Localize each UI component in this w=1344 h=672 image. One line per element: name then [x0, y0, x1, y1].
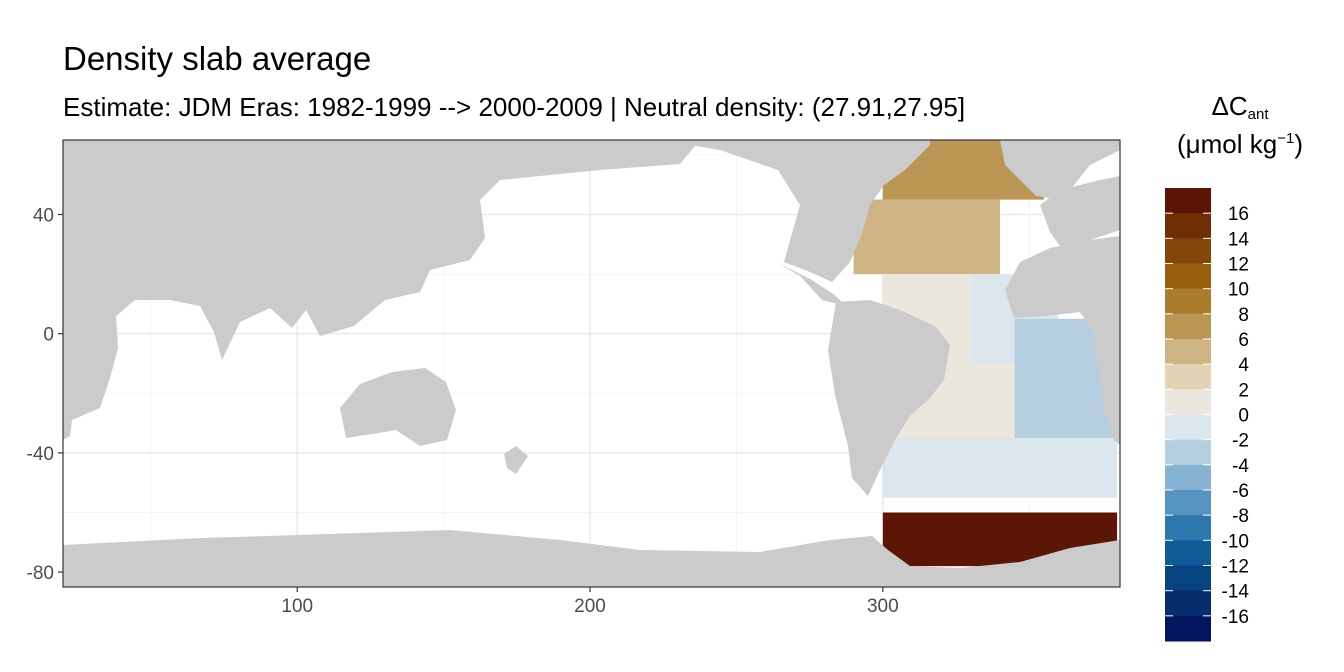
heatmap-region — [882, 438, 1118, 498]
legend-label: 6 — [1238, 330, 1249, 351]
land-africa-eurasia-west — [63, 140, 700, 440]
legend-color-swatch — [1165, 540, 1211, 566]
legend-color-swatch — [1165, 565, 1211, 592]
legend-color-swatch — [1165, 339, 1211, 365]
legend-label: -2 — [1232, 431, 1249, 452]
legend-label: -8 — [1232, 506, 1249, 527]
legend-color-swatch — [1165, 313, 1211, 340]
legend-title: ΔCant (μmol kg−1) — [1160, 88, 1320, 163]
x-tick-label: 200 — [574, 596, 606, 617]
legend-color-swatch — [1165, 288, 1211, 315]
legend-label: 8 — [1238, 305, 1249, 326]
legend-label: 10 — [1228, 280, 1249, 301]
legend-title-sub: ant — [1247, 106, 1269, 123]
legend-label: 4 — [1238, 355, 1249, 376]
legend-label: 12 — [1228, 255, 1249, 276]
legend-label: 0 — [1238, 406, 1249, 427]
legend-color-swatch — [1165, 515, 1211, 541]
land-mask — [63, 140, 1120, 587]
legend-color-swatch — [1165, 414, 1211, 441]
land-antarctica — [63, 530, 1120, 587]
plot-panel — [62, 139, 1121, 588]
legend-label: -10 — [1222, 531, 1249, 552]
y-tick-label: 0 — [43, 325, 54, 346]
land-new-zealand — [504, 446, 528, 474]
land-south-america — [828, 300, 950, 496]
legend-title-unit-close: ) — [1294, 128, 1303, 159]
legend-color-swatch — [1165, 439, 1211, 466]
legend-label: 2 — [1238, 380, 1249, 401]
land-africa-east — [1005, 236, 1120, 445]
land-europe — [1040, 176, 1120, 246]
legend-label: -16 — [1222, 607, 1249, 628]
y-tick-label: 40 — [33, 206, 54, 227]
legend-color-swatch — [1165, 263, 1211, 290]
legend-color-swatch — [1165, 213, 1211, 239]
land-australia — [340, 368, 456, 446]
legend: 16 14 12 10 8 6 4 2 0 -2 -4 -6 -8 -10 -12 -14 -16 — [1165, 188, 1249, 642]
legend-title-unit: (μmol kg — [1177, 128, 1278, 159]
legend-label: 14 — [1228, 229, 1250, 250]
legend-color-swatch — [1165, 364, 1211, 390]
legend-color-swatch — [1165, 590, 1211, 617]
legend-label: -4 — [1232, 456, 1249, 477]
land-central-america — [776, 262, 846, 306]
y-tick-label: -80 — [27, 563, 54, 584]
legend-label: 16 — [1228, 204, 1249, 225]
legend-color-swatch — [1165, 464, 1211, 491]
heatmap-region — [853, 199, 1000, 275]
legend-label: -12 — [1222, 557, 1249, 578]
legend-title-main: ΔC — [1211, 91, 1248, 121]
legend-label: -14 — [1222, 582, 1250, 603]
x-tick-label: 100 — [281, 596, 313, 617]
legend-title-unit-exp: −1 — [1277, 129, 1295, 147]
land-greenland — [1000, 140, 1120, 200]
chart-title: Density slab average — [63, 40, 372, 77]
land-north-america — [660, 140, 930, 282]
y-tick-label: -40 — [27, 444, 54, 465]
legend-color-swatch — [1165, 188, 1211, 214]
legend-label: -6 — [1232, 481, 1249, 502]
chart-subtitle: Estimate: JDM Eras: 1982-1999 --> 2000-2… — [63, 92, 966, 122]
legend-color-swatch — [1165, 615, 1211, 642]
panel-border — [62, 139, 1121, 588]
legend-color-swatch — [1165, 490, 1211, 516]
legend-color-swatch — [1165, 238, 1211, 264]
x-tick-label: 300 — [867, 596, 899, 617]
legend-color-swatch — [1165, 389, 1211, 415]
